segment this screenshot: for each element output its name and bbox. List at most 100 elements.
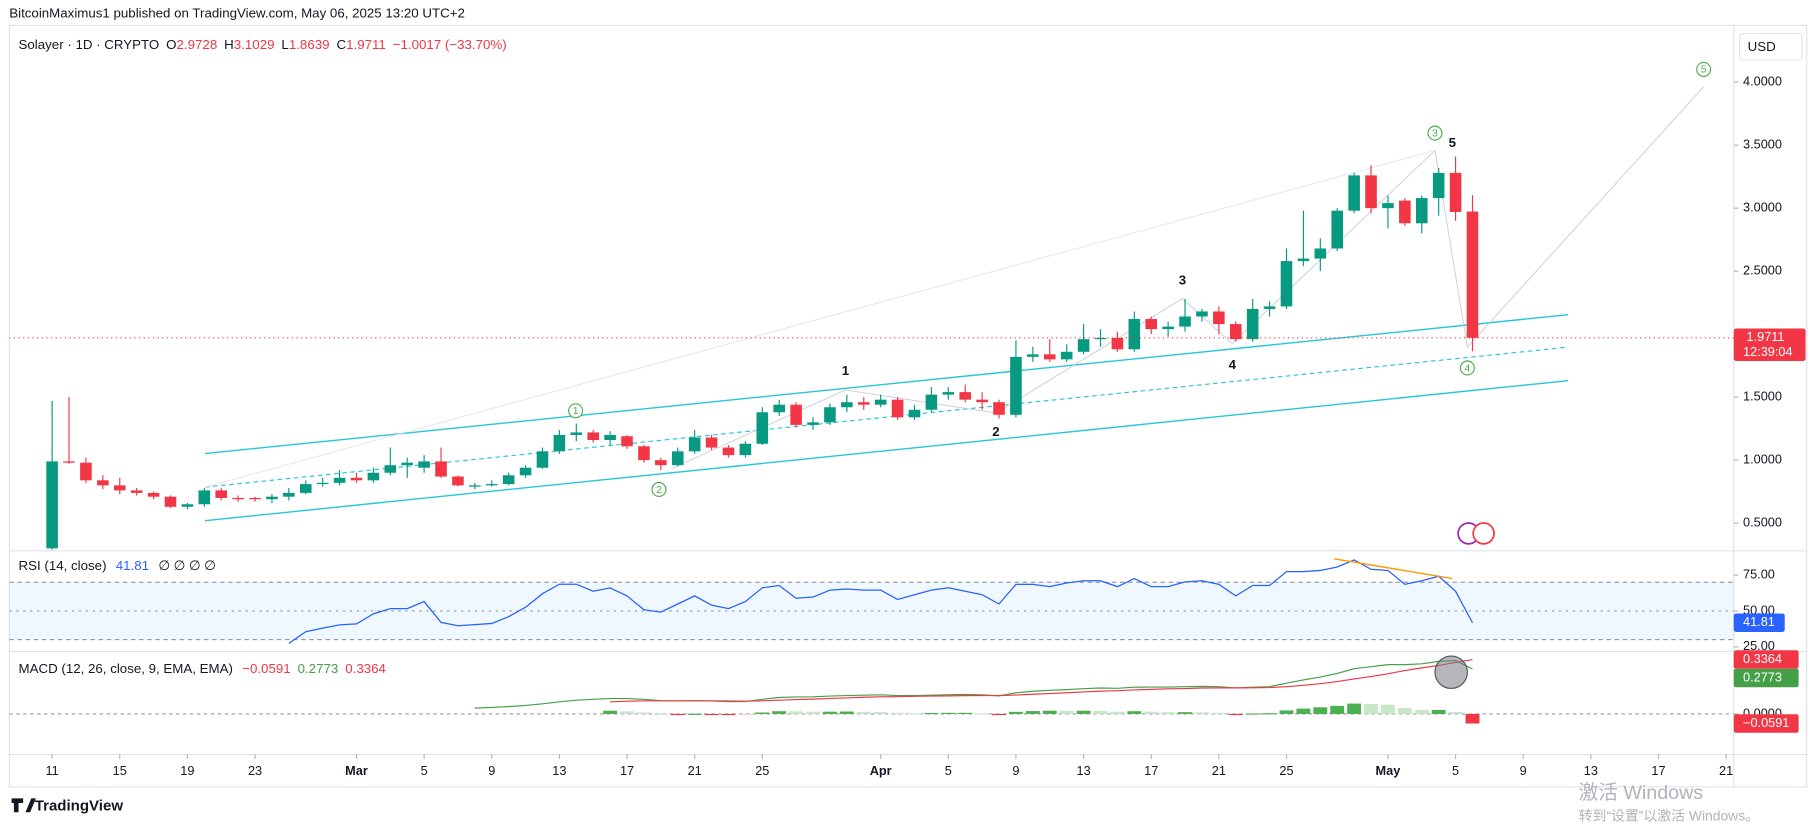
candle-body [824,407,836,423]
c-label: C [336,37,346,52]
candle-body [367,472,380,481]
wave-path [671,86,1705,470]
candle-body [1297,258,1310,262]
candle-body [553,434,566,452]
l-label: L [281,37,288,52]
candle-body [1043,354,1056,360]
x-tick-label: 11 [46,763,59,778]
wave-label-circled: 4 [1464,363,1470,374]
candle-body [1060,351,1073,360]
candle-body [299,484,312,493]
h-value: 3.1029 [234,37,275,52]
x-tick-label: 23 [248,763,262,778]
candle-body [1432,172,1445,199]
x-tick-label: 5 [421,763,428,778]
histogram-bar [1144,711,1159,714]
candle-body [874,399,887,405]
candle-body [942,392,955,395]
histogram-bar [822,711,837,714]
candle-body [113,485,126,491]
candle-body [97,480,109,486]
x-tick-label: 17 [620,763,634,778]
c-value: 1.9711 [346,37,386,52]
watermark-subtitle: 转到“设置”以激活 Windows。 [1579,808,1759,824]
candle-body [1382,203,1394,209]
histogram-bar [975,713,990,715]
histogram-value: −0.0591 [242,660,290,675]
wave-trend [204,149,1436,488]
candle-body [418,461,430,468]
candle-body [1280,261,1293,307]
logo-text[interactable]: TradingView [35,797,124,814]
candle-body [519,467,532,476]
wave-label: 2 [992,424,999,439]
macd-value: 0.2773 [298,660,339,675]
price-legend: Solayer · 1D · CRYPTO O2.9728 H3.1029 L1.86… [19,37,507,52]
histogram-bar [1347,703,1362,714]
candle-body [604,434,616,440]
signal-line [610,658,1473,703]
x-tick-label: 9 [1012,763,1019,778]
y-tick-label: 1.5000 [1743,389,1782,404]
x-tick-label: 25 [755,763,769,778]
histogram-bar [1025,711,1040,714]
currency-button[interactable] [1738,32,1803,61]
rsi-value-label: 41.81 [1743,614,1775,629]
macd-value-label: 0.2773 [1743,669,1782,684]
candle-body [1399,200,1411,224]
last-price-label: 1.9711 [1747,329,1785,344]
histogram-bar [1127,711,1142,714]
histogram-bar [1093,710,1108,714]
candle-body [739,443,752,456]
candle-body [1449,172,1462,212]
wave-circle [1696,61,1712,77]
histogram-bar [603,710,618,714]
wave-label: 1 [842,363,850,378]
candle-body [722,447,735,456]
candle-body [1365,175,1377,209]
candle-body [1111,337,1124,350]
candle-body [384,465,397,473]
histogram-bar [636,712,651,714]
candle-body [1348,175,1360,211]
l-value: 1.8639 [289,37,330,52]
histogram-bar [1042,710,1057,714]
y-tick-label: 3.0000 [1743,200,1782,215]
x-tick-label: Mar [345,763,368,778]
candle-body [925,394,938,410]
histogram-bar [1448,712,1463,714]
candle-body [570,432,583,435]
x-tick-label: 9 [1520,763,1527,778]
wave-label: 4 [1229,357,1237,372]
histogram-bar [1245,713,1260,715]
wave-labels-circled: 1 2 3 4 5 [568,61,1712,497]
histogram-bar [992,713,1006,716]
wave-label-circled: 5 [1701,65,1707,76]
histogram-bar [1330,705,1345,714]
candle-body [1179,316,1191,327]
candle-body [1246,308,1259,340]
histogram-bar [1211,712,1226,714]
wave-circle [1427,125,1443,141]
candle-body [316,482,329,485]
histogram-bar [687,713,702,715]
channel-middle [204,346,1569,488]
histogram-bar [941,712,956,714]
drawings [204,86,1705,522]
event-icon[interactable] [1472,522,1495,545]
candle-body [1229,324,1242,340]
macd-title: MACD (12, 26, close, 9, EMA, EMA) [19,660,233,675]
histogram-bar [958,712,973,714]
currency[interactable]: USD [1748,39,1776,54]
candle-body [266,496,278,500]
x-tick-label: 5 [945,763,952,778]
y-tick-label: 75.00 [1743,566,1775,581]
candle-body [1010,356,1022,415]
y-tick-label: 3.5000 [1743,137,1782,152]
candle-body [1094,337,1107,340]
candle-body [1128,319,1141,350]
candle-body [908,409,921,418]
candle-body [638,446,650,461]
candle-body [1162,326,1174,330]
